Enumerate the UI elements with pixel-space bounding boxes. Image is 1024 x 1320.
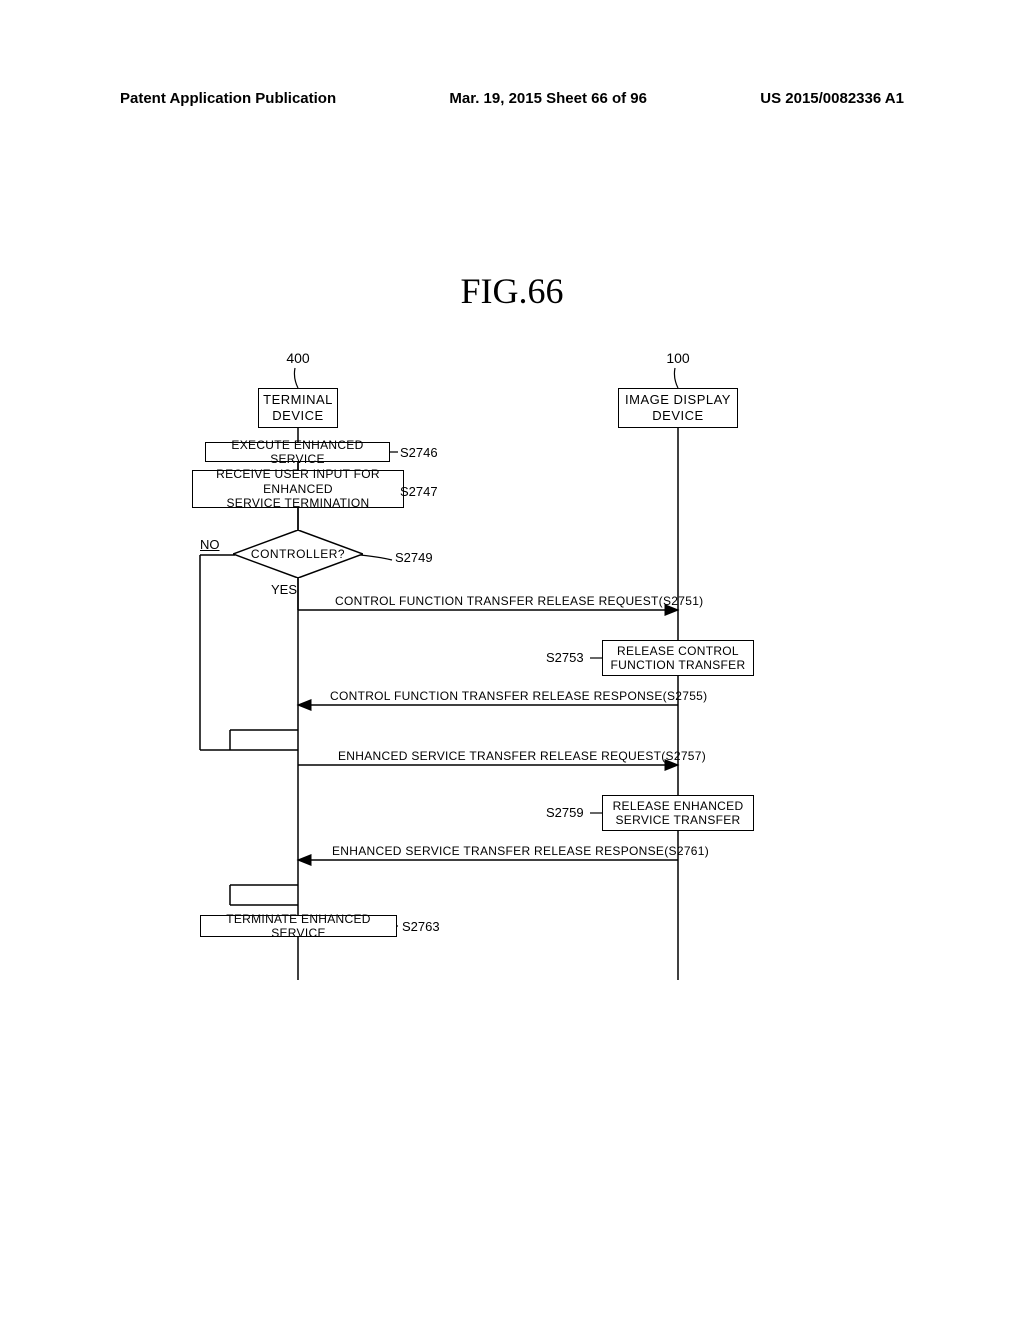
decision-controller: CONTROLLER?	[233, 530, 363, 578]
sequence-diagram: 400 100	[170, 350, 810, 990]
msg-enh-response: ENHANCED SERVICE TRANSFER RELEASE RESPON…	[332, 844, 709, 858]
process-execute: EXECUTE ENHANCED SERVICE	[205, 442, 390, 462]
terminal-device-box: TERMINAL DEVICE	[258, 388, 338, 428]
decision-label: CONTROLLER?	[233, 547, 363, 561]
step-id-decision: S2749	[395, 550, 433, 565]
msg-ctrl-response: CONTROL FUNCTION TRANSFER RELEASE RESPON…	[330, 689, 707, 703]
figure-title: FIG.66	[0, 270, 1024, 312]
display-device-box: IMAGE DISPLAY DEVICE	[618, 388, 738, 428]
process-release-control: RELEASE CONTROL FUNCTION TRANSFER	[602, 640, 754, 676]
step-id-rel-enh: S2759	[546, 805, 584, 820]
decision-no: NO	[200, 537, 220, 552]
step-id-receive: S2747	[400, 484, 438, 499]
msg-ctrl-request: CONTROL FUNCTION TRANSFER RELEASE REQUES…	[335, 594, 703, 608]
step-id-rel-ctrl: S2753	[546, 650, 584, 665]
header-center: Mar. 19, 2015 Sheet 66 of 96	[449, 90, 647, 107]
header-left: Patent Application Publication	[120, 90, 336, 107]
step-id-exec: S2746	[400, 445, 438, 460]
header-right: US 2015/0082336 A1	[760, 90, 904, 107]
process-release-enhanced: RELEASE ENHANCED SERVICE TRANSFER	[602, 795, 754, 831]
process-terminate: TERMINATE ENHANCED SERVICE	[200, 915, 397, 937]
page-header: Patent Application Publication Mar. 19, …	[0, 90, 1024, 107]
decision-yes: YES	[271, 582, 297, 597]
step-id-terminate: S2763	[402, 919, 440, 934]
process-receive: RECEIVE USER INPUT FOR ENHANCED SERVICE …	[192, 470, 404, 508]
msg-enh-request: ENHANCED SERVICE TRANSFER RELEASE REQUES…	[338, 749, 706, 763]
